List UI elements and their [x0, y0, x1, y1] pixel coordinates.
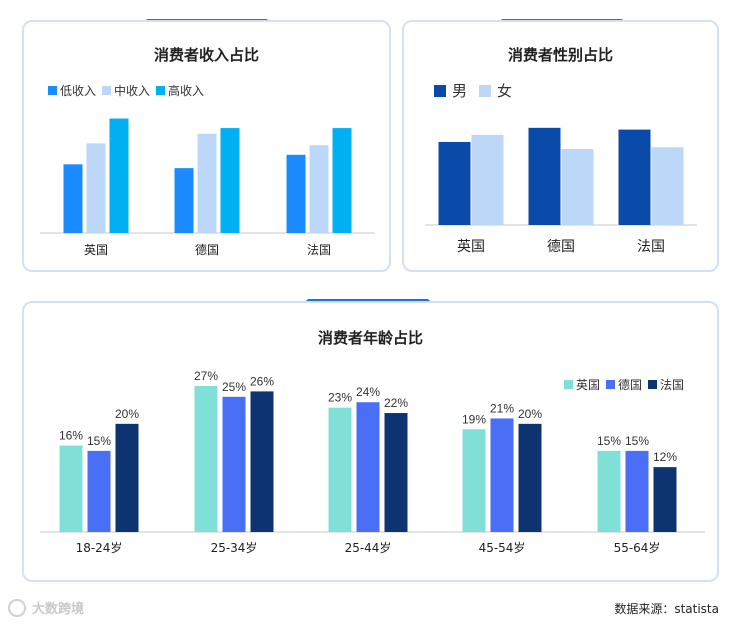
legend-item: 低收入 — [48, 82, 96, 99]
bar — [87, 450, 111, 532]
chart-title: 消费者年龄占比 — [317, 329, 423, 347]
legend-label: 低收入 — [60, 84, 97, 98]
bar — [328, 407, 352, 532]
category-label: 德国 — [547, 239, 575, 255]
legend-label: 法国 — [660, 378, 685, 392]
category-label: 英国 — [84, 243, 108, 257]
category-label: 德国 — [195, 242, 219, 257]
bar — [109, 118, 129, 233]
bar — [115, 423, 139, 532]
bar — [653, 467, 677, 532]
bar — [309, 145, 329, 233]
legend-swatch — [102, 86, 112, 95]
category-label: 法国 — [307, 243, 331, 257]
category-label: 法国 — [637, 239, 665, 255]
bar — [518, 423, 542, 532]
legend-swatch — [48, 86, 57, 95]
legend-item: 德国 — [606, 376, 642, 393]
data-source: 数据来源：statista — [614, 602, 719, 616]
chart-legend: 低收入 中收入 高收入 — [48, 82, 210, 99]
data-label: 15% — [87, 434, 111, 448]
bar — [220, 128, 240, 233]
category-label: 45-54岁 — [479, 540, 526, 555]
category-label: 英国 — [457, 238, 485, 255]
data-label: 27% — [194, 369, 218, 383]
logo-icon — [8, 598, 26, 617]
data-label: 26% — [250, 374, 274, 388]
bar — [528, 127, 561, 225]
legend-label: 中收入 — [114, 84, 151, 98]
bar — [438, 141, 471, 225]
category-label: 18-24岁 — [76, 540, 123, 555]
bar — [332, 128, 352, 233]
data-label: 15% — [625, 434, 649, 448]
bar — [222, 396, 246, 532]
data-label: 20% — [115, 407, 139, 421]
data-label: 25% — [222, 380, 246, 394]
legend-item: 法国 — [648, 376, 684, 393]
legend-label: 女 — [497, 82, 513, 100]
legend-item: 高收入 — [156, 82, 204, 99]
bar — [59, 445, 83, 532]
bar — [651, 147, 684, 225]
bar — [250, 391, 274, 532]
bar — [618, 129, 651, 225]
data-label: 21% — [490, 401, 514, 415]
data-label: 15% — [597, 434, 621, 448]
bar — [86, 143, 106, 233]
legend-label: 高收入 — [168, 84, 205, 98]
bar — [490, 418, 514, 532]
bar — [561, 149, 594, 225]
logo-text: 大数跨境 — [32, 602, 85, 617]
legend-item: 中收入 — [102, 82, 150, 99]
data-label: 20% — [518, 407, 542, 421]
bar — [462, 429, 486, 532]
bar — [174, 168, 194, 233]
data-label: 16% — [59, 428, 83, 442]
legend-item: 女 — [479, 80, 512, 101]
data-label: 12% — [653, 450, 677, 464]
category-label: 55-64岁 — [614, 540, 661, 555]
bar — [384, 413, 408, 532]
category-label: 25-34岁 — [211, 540, 258, 555]
chart-title: 消费者性别占比 — [507, 46, 613, 64]
bar — [197, 133, 217, 233]
brand-logo: 大数跨境 — [8, 598, 84, 617]
bar — [471, 134, 504, 225]
legend-swatch — [648, 380, 658, 389]
bar — [625, 450, 649, 532]
chart-legend: 男女 — [434, 80, 524, 101]
data-label: 23% — [328, 391, 352, 405]
bar — [597, 450, 621, 532]
legend-item: 男 — [434, 80, 467, 101]
legend-label: 德国 — [618, 378, 643, 392]
chart-title: 消费者收入占比 — [153, 46, 259, 64]
category-label: 25-44岁 — [345, 540, 392, 555]
legend-swatch — [434, 84, 446, 97]
legend-swatch — [479, 84, 492, 97]
legend-label: 英国 — [576, 378, 601, 392]
data-label: 24% — [356, 385, 380, 399]
legend-swatch — [606, 380, 616, 389]
legend-label: 男 — [452, 82, 468, 100]
bar — [194, 386, 218, 532]
bar — [356, 402, 380, 532]
data-label: 22% — [384, 396, 408, 410]
data-label: 19% — [462, 412, 486, 426]
bar — [286, 154, 306, 233]
legend-swatch — [156, 86, 166, 95]
legend-item: 英国 — [564, 376, 600, 393]
bar — [63, 164, 83, 233]
chart-legend: 英国 德国 法国 — [564, 376, 690, 393]
legend-swatch — [564, 380, 573, 389]
